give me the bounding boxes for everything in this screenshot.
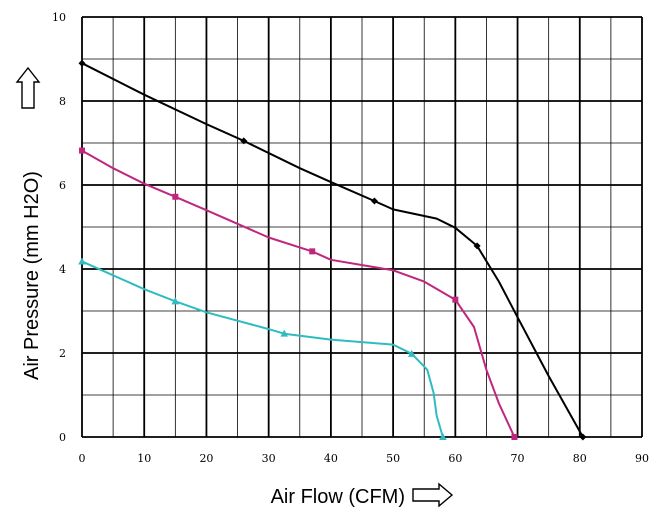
data-point-marker <box>172 193 179 200</box>
x-tick-label: 60 <box>448 452 462 465</box>
x-tick-label: 90 <box>635 452 649 465</box>
data-point-marker <box>78 257 86 265</box>
data-point-marker <box>240 137 248 145</box>
x-axis-title: Air Flow (CFM) <box>271 486 405 507</box>
y-tick-label: 10 <box>52 11 66 24</box>
x-tick-label: 0 <box>79 452 86 465</box>
y-tick-label: 8 <box>59 95 66 108</box>
up-arrow-icon <box>15 66 41 109</box>
y-tick-label: 6 <box>59 179 66 192</box>
data-point-marker <box>280 329 289 337</box>
data-point-marker <box>439 433 447 440</box>
data-point-marker <box>473 242 481 250</box>
series-line <box>81 62 584 438</box>
y-tick-label: 4 <box>59 263 66 276</box>
data-point-marker <box>78 59 86 67</box>
series-2 <box>79 147 518 440</box>
y-tick-label: 2 <box>59 347 66 360</box>
series-3 <box>78 257 447 440</box>
x-tick-label: 10 <box>137 452 151 465</box>
data-point-marker <box>407 349 416 357</box>
grid <box>81 16 643 438</box>
tick-labels: 0 10 20 30 40 50 60 70 80 90 0 2 4 6 8 10 <box>52 11 649 465</box>
right-arrow-icon <box>412 482 454 507</box>
data-point-marker <box>79 147 85 154</box>
series-layer <box>78 59 587 441</box>
x-tick-label: 20 <box>199 452 213 465</box>
data-point-marker <box>579 433 587 441</box>
series-line <box>81 149 516 438</box>
data-point-marker <box>309 248 316 255</box>
data-point-marker <box>511 434 518 440</box>
data-point-marker <box>370 197 378 205</box>
x-tick-label: 50 <box>386 452 400 465</box>
series-line <box>81 260 444 438</box>
x-tick-label: 70 <box>511 452 525 465</box>
x-tick-label: 30 <box>262 452 276 465</box>
x-tick-label: 80 <box>573 452 587 465</box>
y-axis-title: Air Pressure (mm H2O) <box>21 171 43 380</box>
x-tick-label: 40 <box>324 452 338 465</box>
y-tick-label: 0 <box>59 431 66 444</box>
data-point-marker <box>452 296 459 303</box>
data-point-marker <box>171 297 180 305</box>
series-1 <box>78 59 587 441</box>
